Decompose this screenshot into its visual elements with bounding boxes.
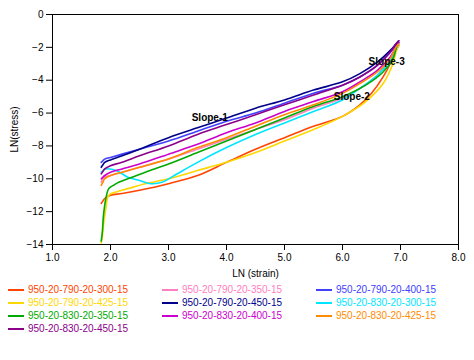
- svg-text:−14: −14: [27, 239, 44, 250]
- svg-text:2.0: 2.0: [104, 252, 118, 263]
- svg-text:LN(stress): LN(stress): [9, 106, 20, 152]
- svg-text:Slope-2: Slope-2: [334, 91, 371, 102]
- html-text:950-20-790-20-450-15: 950-20-790-20-450-15: [182, 297, 283, 308]
- svg-text:8.0: 8.0: [452, 252, 466, 263]
- svg-text:4.0: 4.0: [220, 252, 234, 263]
- html-text:950-20-790-20-400-15: 950-20-790-20-400-15: [336, 284, 437, 295]
- html-text:950-20-830-20-400-15: 950-20-830-20-400-15: [182, 310, 283, 321]
- html-text:950-20-830-20-300-15: 950-20-830-20-300-15: [336, 297, 437, 308]
- svg-text:Slope-1: Slope-1: [192, 112, 229, 123]
- svg-text:−12: −12: [27, 206, 44, 217]
- svg-text:5.0: 5.0: [278, 252, 292, 263]
- html-text:950-20-790-20-300-15: 950-20-790-20-300-15: [28, 284, 129, 295]
- html-text:950-20-790-20-350-15: 950-20-790-20-350-15: [182, 284, 283, 295]
- html-text:950-20-830-20-450-15: 950-20-830-20-450-15: [28, 323, 129, 334]
- svg-text:1.0: 1.0: [46, 252, 60, 263]
- svg-text:LN (strain): LN (strain): [232, 268, 279, 279]
- html-text:950-20-830-20-425-15: 950-20-830-20-425-15: [336, 310, 437, 321]
- svg-text:Slope-3: Slope-3: [369, 56, 406, 67]
- svg-text:−4: −4: [32, 74, 44, 85]
- svg-text:−10: −10: [27, 173, 44, 184]
- svg-text:−8: −8: [32, 140, 44, 151]
- svg-text:3.0: 3.0: [162, 252, 176, 263]
- html-text:950-20-830-20-350-15: 950-20-830-20-350-15: [28, 310, 129, 321]
- html-text:950-20-790-20-425-15: 950-20-790-20-425-15: [28, 297, 129, 308]
- svg-text:−6: −6: [32, 107, 44, 118]
- svg-text:7.0: 7.0: [394, 252, 408, 263]
- svg-text:0: 0: [38, 9, 44, 20]
- svg-text:−2: −2: [32, 42, 44, 53]
- svg-text:6.0: 6.0: [336, 252, 350, 263]
